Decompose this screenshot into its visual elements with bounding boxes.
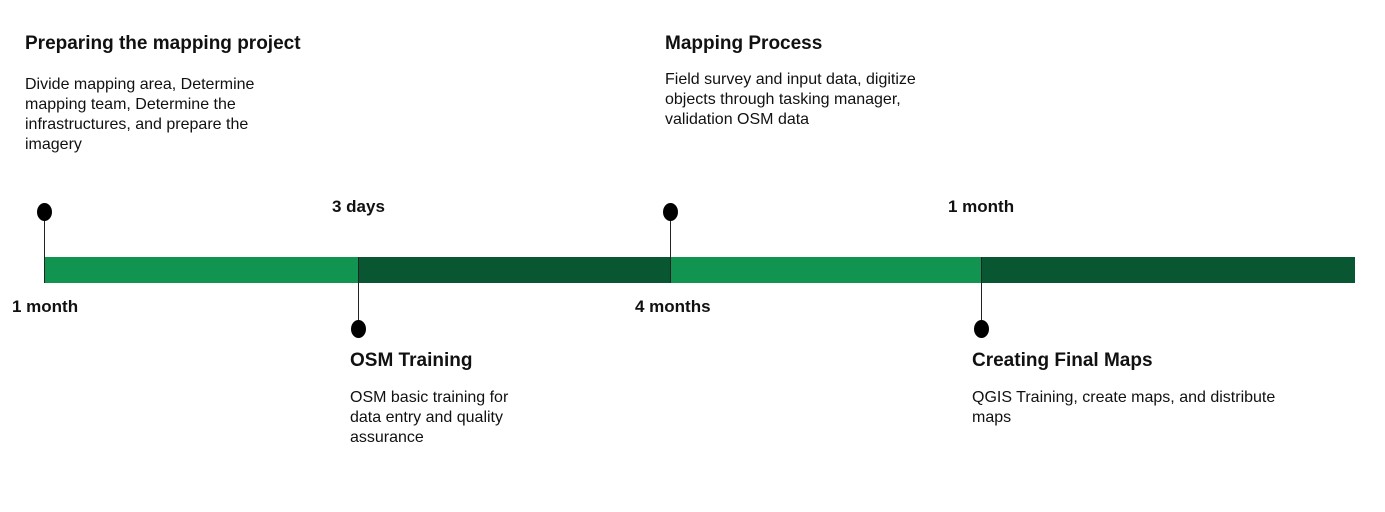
- timeline-segment-osm-training: [358, 257, 670, 283]
- timeline-segment-mapping-process: [670, 257, 981, 283]
- milestone-duration: 3 days: [332, 197, 385, 216]
- milestone-duration: 1 month: [948, 197, 1015, 216]
- milestone-description: Divide mapping area, Determine mapping t…: [25, 76, 255, 153]
- milestone-duration: 1 month: [12, 297, 79, 316]
- milestone-stem: [44, 213, 45, 283]
- milestone-marker: [974, 320, 989, 338]
- timeline-segment-final-maps: [981, 257, 1355, 283]
- milestone-title: Creating Final Maps: [972, 350, 1153, 371]
- milestone-stem: [981, 257, 982, 327]
- milestone-marker: [37, 203, 52, 221]
- milestone-title: Mapping Process: [665, 33, 823, 54]
- milestone-duration: 4 months: [635, 297, 711, 316]
- timeline-segment-preparing: [44, 257, 358, 283]
- milestone-marker: [351, 320, 366, 338]
- milestone-stem: [670, 213, 671, 283]
- milestone-title: OSM Training: [350, 350, 473, 371]
- milestone-description: Field survey and input data, digitize ob…: [665, 71, 916, 128]
- milestone-description: QGIS Training, create maps, and distribu…: [972, 389, 1276, 426]
- milestone-description: OSM basic training for data entry and qu…: [350, 389, 509, 446]
- milestone-title: Preparing the mapping project: [25, 33, 301, 54]
- milestone-marker: [663, 203, 678, 221]
- milestone-stem: [358, 257, 359, 327]
